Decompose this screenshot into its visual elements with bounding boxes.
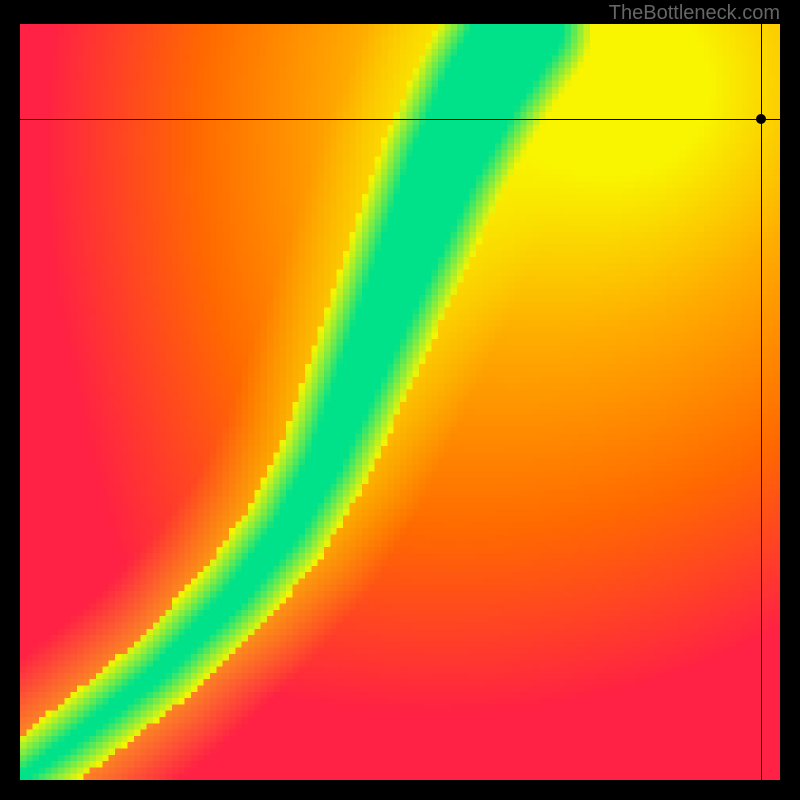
crosshair-vertical — [761, 24, 762, 780]
crosshair-marker — [756, 114, 766, 124]
watermark-text: TheBottleneck.com — [609, 2, 780, 25]
heatmap-canvas — [20, 24, 780, 780]
heatmap-chart — [20, 24, 780, 780]
crosshair-horizontal — [20, 119, 780, 120]
